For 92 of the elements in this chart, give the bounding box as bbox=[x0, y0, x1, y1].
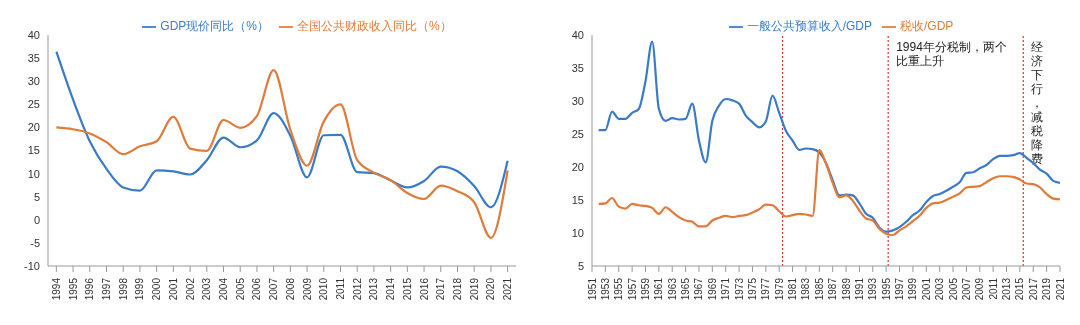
x-tick-label: 2019 bbox=[1041, 277, 1053, 301]
x-tick-label: 2011 bbox=[987, 277, 999, 300]
x-tick-label: 2009 bbox=[974, 277, 986, 301]
legend-label: GDP现价同比（%） bbox=[160, 19, 269, 33]
x-tick-label: 1953 bbox=[599, 277, 611, 301]
x-tick-label: 2020 bbox=[485, 277, 497, 301]
x-tick-label: 1965 bbox=[680, 277, 692, 301]
line-series bbox=[597, 40, 1060, 233]
x-tick-label: 2000 bbox=[151, 277, 163, 301]
x-tick-label: 2007 bbox=[960, 277, 972, 301]
y-tick-label: -5 bbox=[30, 236, 40, 249]
y-tick-label: 30 bbox=[571, 94, 584, 107]
x-tick-label: 2014 bbox=[385, 277, 397, 301]
x-tick-label: 1979 bbox=[773, 277, 785, 301]
x-tick-label: 2006 bbox=[251, 277, 263, 301]
x-tick-label: 2005 bbox=[947, 277, 959, 301]
x-tick-label: 1996 bbox=[84, 277, 96, 301]
text: 经济下行，减税降费 bbox=[1031, 40, 1044, 166]
x-tick-label: 1983 bbox=[800, 277, 812, 301]
x-tick-label: 1998 bbox=[117, 277, 129, 301]
x-tick-label: 2021 bbox=[1054, 277, 1066, 301]
x-tick-label: 1995 bbox=[67, 277, 79, 301]
x-tick-label: 1967 bbox=[693, 277, 705, 301]
x-tick-label: 1991 bbox=[853, 277, 865, 301]
x-tick-label: 2001 bbox=[920, 277, 932, 301]
x-tick-label: 2011 bbox=[335, 277, 346, 300]
x-tick-label: 1997 bbox=[894, 277, 906, 301]
x-tick-label: 2005 bbox=[234, 277, 246, 301]
y-tick-label: 35 bbox=[571, 61, 584, 74]
x-tick-label: 1961 bbox=[653, 277, 665, 301]
x-tick-label: 2004 bbox=[218, 277, 229, 301]
x-tick-label: 1977 bbox=[760, 277, 772, 301]
x-tick-label: 1995 bbox=[880, 277, 892, 301]
x-tick-label: 2021 bbox=[502, 277, 514, 301]
y-tick-label: 35 bbox=[27, 52, 40, 64]
x-tick-label: 1999 bbox=[134, 277, 146, 301]
x-tick-label: 2008 bbox=[284, 277, 296, 301]
x-tick-label: 2019 bbox=[468, 277, 480, 301]
x-tick-label: 1989 bbox=[840, 277, 852, 301]
x-tick-label: 2012 bbox=[351, 277, 363, 301]
x-tick-label: 1959 bbox=[639, 277, 651, 301]
y-tick-label: 40 bbox=[571, 28, 584, 41]
x-tick-label: 1994 bbox=[50, 277, 62, 301]
x-tick-label: 1971 bbox=[720, 277, 732, 301]
y-tick-label: 40 bbox=[27, 28, 40, 41]
x-tick-label: 1973 bbox=[733, 277, 745, 301]
ref-line-label: 1994年分税制，两个比重上升 bbox=[896, 40, 1007, 68]
x-tick-label: 1963 bbox=[666, 277, 678, 301]
x-tick-label: 1981 bbox=[787, 277, 799, 301]
x-tick-label: 2016 bbox=[418, 277, 430, 301]
x-tick-label: 2009 bbox=[301, 277, 313, 301]
y-tick-label: -10 bbox=[24, 259, 40, 272]
x-tick-label: 2018 bbox=[452, 277, 463, 301]
x-tick-label: 1975 bbox=[746, 277, 758, 301]
x-tick-label: 2015 bbox=[401, 277, 413, 301]
y-tick-label: 10 bbox=[571, 226, 584, 239]
y-tick-label: 5 bbox=[577, 259, 584, 272]
y-tick-label: 30 bbox=[27, 75, 40, 88]
legend-label: 一般公共预算收入/GDP bbox=[746, 19, 872, 33]
x-tick-label: 1985 bbox=[813, 277, 825, 301]
y-tick-label: 20 bbox=[27, 121, 40, 134]
x-tick-label: 2010 bbox=[318, 277, 330, 301]
x-tick-label: 2013 bbox=[1001, 277, 1013, 301]
x-tick-label: 1969 bbox=[706, 277, 718, 301]
x-tick-label: 2015 bbox=[1014, 277, 1026, 301]
x-tick-label: 2002 bbox=[184, 277, 196, 301]
x-tick-label: 1955 bbox=[613, 277, 625, 301]
x-tick-label: 2013 bbox=[368, 277, 380, 301]
y-tick-label: 15 bbox=[27, 144, 40, 157]
x-tick-label: 2001 bbox=[167, 277, 179, 301]
y-tick-label: 5 bbox=[33, 190, 40, 203]
x-tick-label: 1999 bbox=[907, 277, 919, 301]
y-tick-label: 20 bbox=[571, 160, 584, 173]
x-tick-label: 2017 bbox=[1027, 277, 1039, 301]
y-tick-label: 25 bbox=[27, 98, 40, 111]
x-tick-label: 2003 bbox=[934, 277, 946, 301]
x-tick-label: 1997 bbox=[101, 277, 112, 301]
x-tick-label: 2017 bbox=[435, 277, 447, 301]
line-series bbox=[55, 69, 509, 239]
x-tick-label: 1957 bbox=[626, 277, 638, 301]
legend-label: 全国公共财政收入同比（%） bbox=[297, 19, 452, 33]
x-tick-label: 1951 bbox=[586, 277, 598, 301]
legend-label: 税收/GDP bbox=[900, 19, 954, 33]
x-tick-label: 2003 bbox=[201, 277, 213, 301]
x-tick-label: 1993 bbox=[867, 277, 879, 301]
x-tick-label: 1987 bbox=[827, 277, 839, 301]
y-tick-label: 0 bbox=[33, 213, 40, 226]
y-tick-label: 10 bbox=[27, 167, 40, 180]
y-tick-label: 15 bbox=[571, 193, 584, 206]
x-tick-label: 2007 bbox=[268, 277, 280, 301]
y-tick-label: 25 bbox=[571, 127, 584, 140]
line-series bbox=[55, 50, 509, 209]
